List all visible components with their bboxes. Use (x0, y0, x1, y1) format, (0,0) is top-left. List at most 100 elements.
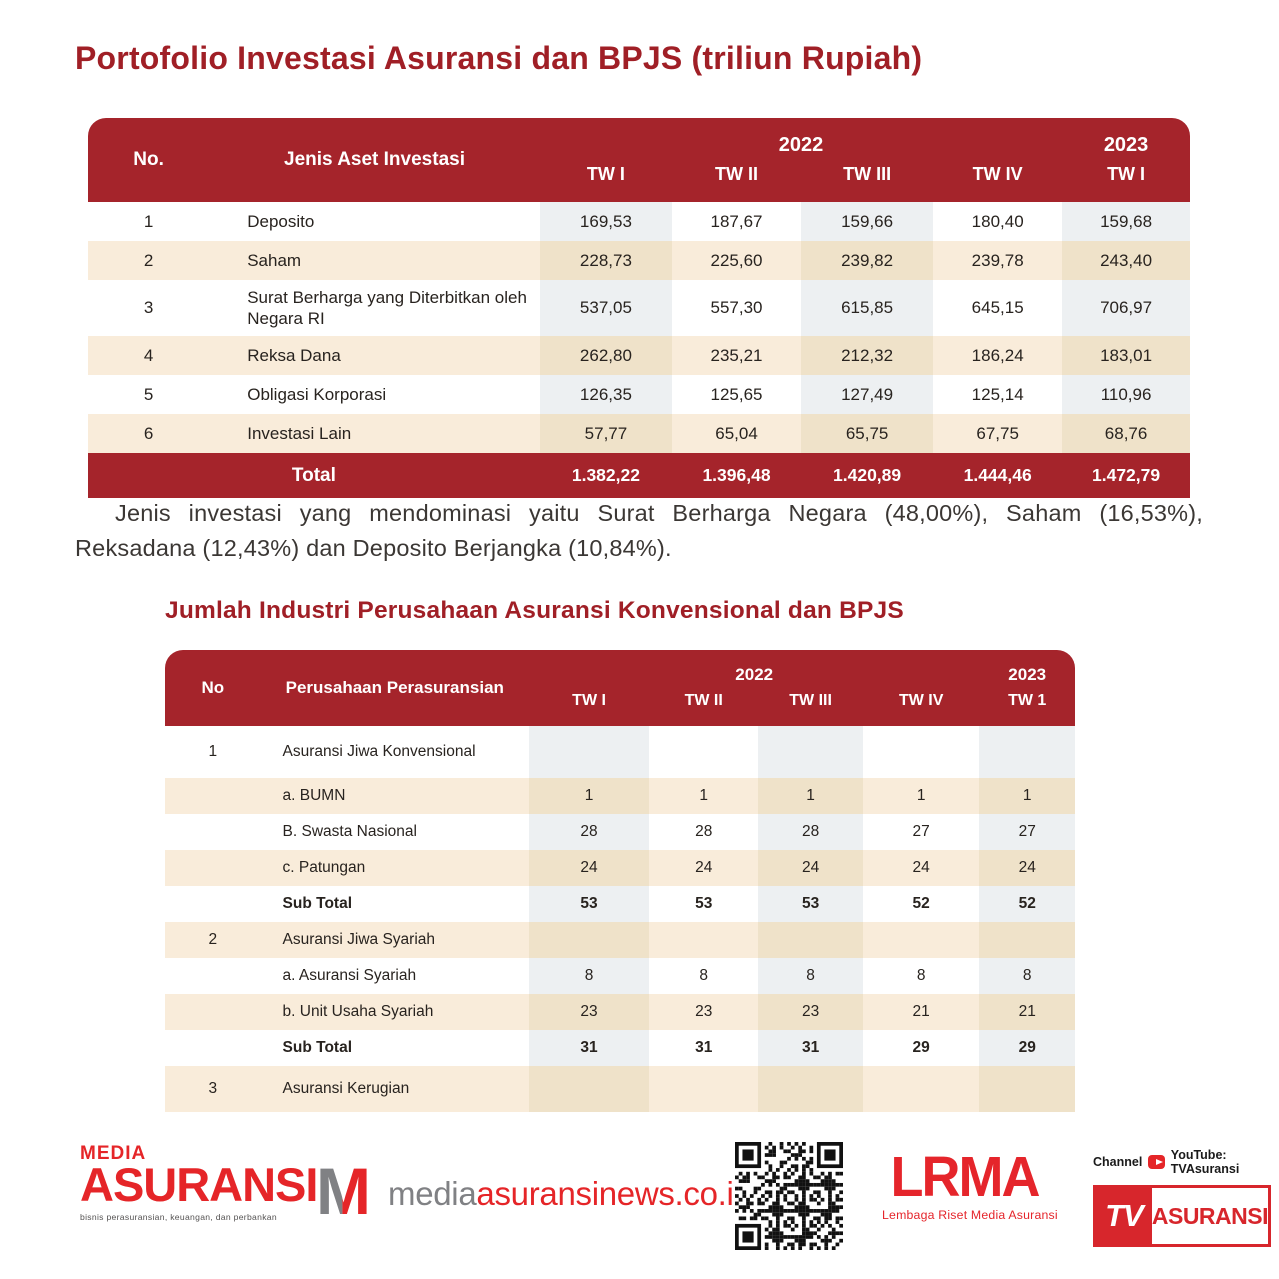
cell-label: Sub Total (260, 1030, 529, 1066)
cell-no: 3 (165, 1066, 261, 1112)
cell-label: Sub Total (260, 886, 529, 922)
industry-row: 3 Asuransi Kerugian (165, 1066, 1075, 1112)
asset-row: 6 Investasi Lain 57,77 65,04 65,75 67,75 68,76 (88, 414, 1190, 453)
cell-value: 24 (979, 850, 1075, 886)
cell-value (529, 1066, 650, 1112)
table1-header-asset: Jenis Aset Investasi (209, 118, 540, 202)
cell-label: Obligasi Korporasi (209, 375, 540, 414)
section-title: Jumlah Industri Perusahaan Asuransi Konv… (165, 597, 904, 624)
industry-row: a. BUMN 1 1 1 1 1 (165, 778, 1075, 814)
cell-value: 53 (529, 886, 650, 922)
summary-paragraph: Jenis investasi yang mendominasi yaitu S… (75, 500, 1203, 562)
cell-value (862, 922, 980, 958)
table1-header: No. Jenis Aset Investasi 2022 2023 TW I … (88, 118, 1190, 202)
tv-badge-tv: TV (1096, 1188, 1152, 1244)
table1-header-tw2: TW II (672, 162, 801, 202)
total-value: 1.420,89 (800, 453, 934, 498)
cell-value (979, 726, 1075, 778)
cell-value: 21 (979, 994, 1075, 1030)
table2-header-2023-tw1: TW 1 (979, 690, 1075, 726)
cell-value: 125,14 (933, 375, 1063, 414)
table1-header-tw1: TW I (539, 162, 673, 202)
tv-asuransi-badge: TV ASURANSI (1093, 1185, 1271, 1247)
cell-value: 110,96 (1062, 375, 1190, 414)
asset-row: 5 Obligasi Korporasi 126,35 125,65 127,49 125… (88, 375, 1190, 414)
cell-label: Asuransi Kerugian (260, 1066, 529, 1112)
cell-value (649, 726, 759, 778)
cell-value: 1 (979, 778, 1075, 814)
cell-value: 212,32 (800, 336, 934, 375)
cell-value: 235,21 (672, 336, 801, 375)
tv-youtube-label: YouTube: TVAsuransi (1170, 1148, 1240, 1176)
cell-label: c. Patungan (260, 850, 529, 886)
cell-value: 537,05 (539, 280, 673, 336)
cell-value: 243,40 (1062, 241, 1190, 280)
cell-value: 29 (979, 1030, 1075, 1066)
cell-no (165, 814, 261, 850)
tv-channel-label: Channel (1093, 1155, 1143, 1169)
asset-row: 4 Reksa Dana 262,80 235,21 212,32 186,24 183,0… (88, 336, 1190, 375)
website-logo: M M mediaasuransinews.co.id (316, 1158, 752, 1224)
cell-value: 53 (649, 886, 759, 922)
footer: MEDIA ASURANSI bisnis perasuransian, keu… (0, 1136, 1279, 1276)
industry-row: 2 Asuransi Jiwa Syariah (165, 922, 1075, 958)
cell-value: 68,76 (1062, 414, 1190, 453)
cell-value: 183,01 (1062, 336, 1190, 375)
youtube-play-icon (1148, 1155, 1165, 1169)
cell-value: 169,53 (539, 202, 673, 241)
table1-header-no: No. (88, 118, 210, 202)
cell-label: Asuransi Jiwa Konvensional (260, 726, 529, 778)
media-asuransi-tagline: bisnis perasuransian, keuangan, dan perb… (80, 1211, 277, 1222)
investment-portfolio-table: No. Jenis Aset Investasi 2022 2023 TW I … (88, 118, 1190, 498)
cell-value (649, 1066, 759, 1112)
cell-no (165, 778, 261, 814)
m-monogram-red: M (316, 1154, 371, 1228)
cell-no (165, 1030, 261, 1066)
cell-value: 615,85 (800, 280, 934, 336)
cell-value: 28 (529, 814, 650, 850)
cell-value: 23 (649, 994, 759, 1030)
cell-value: 53 (758, 886, 863, 922)
industry-count-table: No Perusahaan Perasuransian 2022 2023 TW… (165, 650, 1075, 1112)
cell-value: 1 (649, 778, 759, 814)
total-label: Total (88, 453, 540, 498)
cell-no: 2 (165, 922, 261, 958)
cell-label: b. Unit Usaha Syariah (260, 994, 529, 1030)
industry-row: B. Swasta Nasional 28 28 28 27 27 (165, 814, 1075, 850)
website-url-red: asuransinews.co.id (476, 1175, 752, 1212)
cell-value: 8 (862, 958, 980, 994)
cell-value: 239,82 (800, 241, 934, 280)
cell-value (758, 922, 863, 958)
cell-value: 23 (758, 994, 863, 1030)
cell-value: 24 (529, 850, 650, 886)
cell-label: Reksa Dana (209, 336, 540, 375)
table2-body: 1 Asuransi Jiwa Konvensional a. BUMN 1 1 1 1 1 B… (165, 726, 1075, 1112)
table2-header-tw4: TW IV (862, 690, 980, 726)
cell-label: a. BUMN (260, 778, 529, 814)
cell-value: 65,04 (672, 414, 801, 453)
cell-value: 8 (529, 958, 650, 994)
cell-label: Asuransi Jiwa Syariah (260, 922, 529, 958)
cell-value (758, 726, 863, 778)
m-monogram-icon: M M (316, 1158, 380, 1224)
cell-value: 557,30 (672, 280, 801, 336)
industry-row: b. Unit Usaha Syariah 23 23 23 21 21 (165, 994, 1075, 1030)
cell-value: 67,75 (933, 414, 1063, 453)
cell-value: 262,80 (539, 336, 673, 375)
cell-value (862, 726, 980, 778)
cell-label: B. Swasta Nasional (260, 814, 529, 850)
table2-header-tw2: TW II (649, 690, 759, 726)
asset-row: 1 Deposito 169,53 187,67 159,66 180,40 159,68 (88, 202, 1190, 241)
industry-row: Sub Total 53 53 53 52 52 (165, 886, 1075, 922)
cell-value: 127,49 (800, 375, 934, 414)
cell-value: 239,78 (933, 241, 1063, 280)
cell-value: 29 (862, 1030, 980, 1066)
media-asuransi-logo-top: MEDIA (80, 1143, 147, 1164)
table2-header-year-2023: 2023 (979, 650, 1075, 690)
cell-value: 645,15 (933, 280, 1063, 336)
media-asuransi-logo: MEDIA ASURANSI bisnis perasuransian, keu… (80, 1143, 318, 1222)
cell-value (979, 922, 1075, 958)
industry-row: a. Asuransi Syariah 8 8 8 8 8 (165, 958, 1075, 994)
tv-asuransi-logo: Channel YouTube: TVAsuransi TV ASURANSI (1093, 1148, 1271, 1247)
cell-no: 3 (88, 280, 210, 336)
